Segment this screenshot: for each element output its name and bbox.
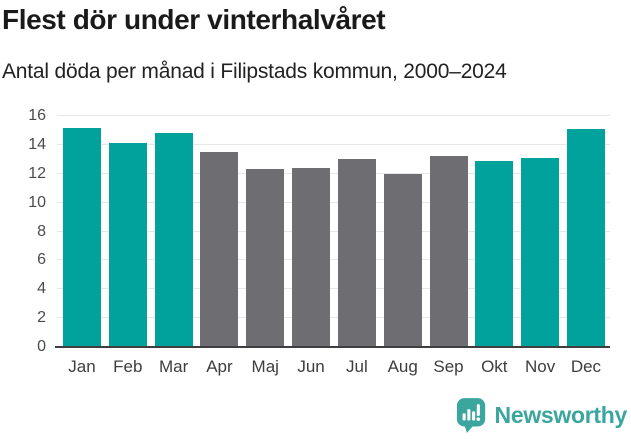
bars-container	[57, 116, 610, 347]
bar-jul	[337, 159, 376, 347]
x-tick-label: Dec	[570, 357, 602, 376]
bar-dec	[566, 129, 605, 347]
y-tick-label: 6	[37, 251, 46, 269]
bar-jun	[292, 167, 331, 347]
y-tick-label: 12	[28, 164, 46, 182]
chart-subtitle: Antal döda per månad i Filipstads kommun…	[2, 60, 507, 83]
page-title: Flest dör under vinterhalvåret	[2, 4, 386, 35]
newsworthy-speech-bubble-chart-icon	[456, 397, 487, 434]
x-tick-label: Feb	[113, 357, 143, 376]
bar-aug	[383, 173, 422, 347]
y-tick-label: 14	[28, 135, 46, 153]
y-tick-label: 4	[37, 280, 46, 298]
x-tick-label: Jul	[346, 357, 368, 376]
brand-name: Newsworthy	[494, 402, 628, 428]
gridline	[57, 172, 610, 174]
bar-jan	[63, 127, 101, 347]
plot-area	[55, 115, 610, 348]
bar-sep	[429, 156, 468, 347]
bar-apr	[200, 152, 239, 347]
x-tick-label: Sep	[433, 357, 464, 376]
gridline	[57, 201, 610, 203]
x-tick-label: Jan	[68, 357, 96, 376]
x-tick-label: Okt	[481, 357, 508, 376]
newsworthy-logo: Newsworthy	[456, 397, 627, 434]
bar-nov	[521, 157, 560, 347]
x-tick-label: Nov	[525, 357, 556, 376]
gridline	[57, 143, 610, 145]
gridline	[57, 230, 610, 232]
x-axis-line	[55, 346, 610, 348]
bar-maj	[246, 169, 285, 347]
gridline	[57, 115, 610, 116]
y-tick-label: 8	[37, 222, 46, 240]
y-tick-label: 16	[28, 107, 46, 124]
x-tick-label: Mar	[158, 357, 189, 376]
y-tick-label: 0	[37, 338, 46, 355]
bar-mar	[154, 133, 193, 347]
gridline	[57, 259, 610, 261]
y-tick-label: 2	[37, 309, 46, 327]
gridline	[57, 288, 610, 290]
bar-feb	[108, 143, 147, 347]
y-tick-label: 10	[28, 193, 46, 211]
bar-okt	[475, 160, 514, 347]
x-axis-labels: Jan Feb Mar Apr Maj Jun Jul Aug Sep Okt Nov Dec	[57, 357, 610, 377]
x-tick-label: Aug	[387, 357, 418, 376]
x-tick-label: Apr	[206, 357, 233, 376]
x-tick-label: Maj	[251, 357, 279, 376]
x-tick-label: Jun	[297, 357, 325, 376]
gridline	[57, 317, 610, 319]
